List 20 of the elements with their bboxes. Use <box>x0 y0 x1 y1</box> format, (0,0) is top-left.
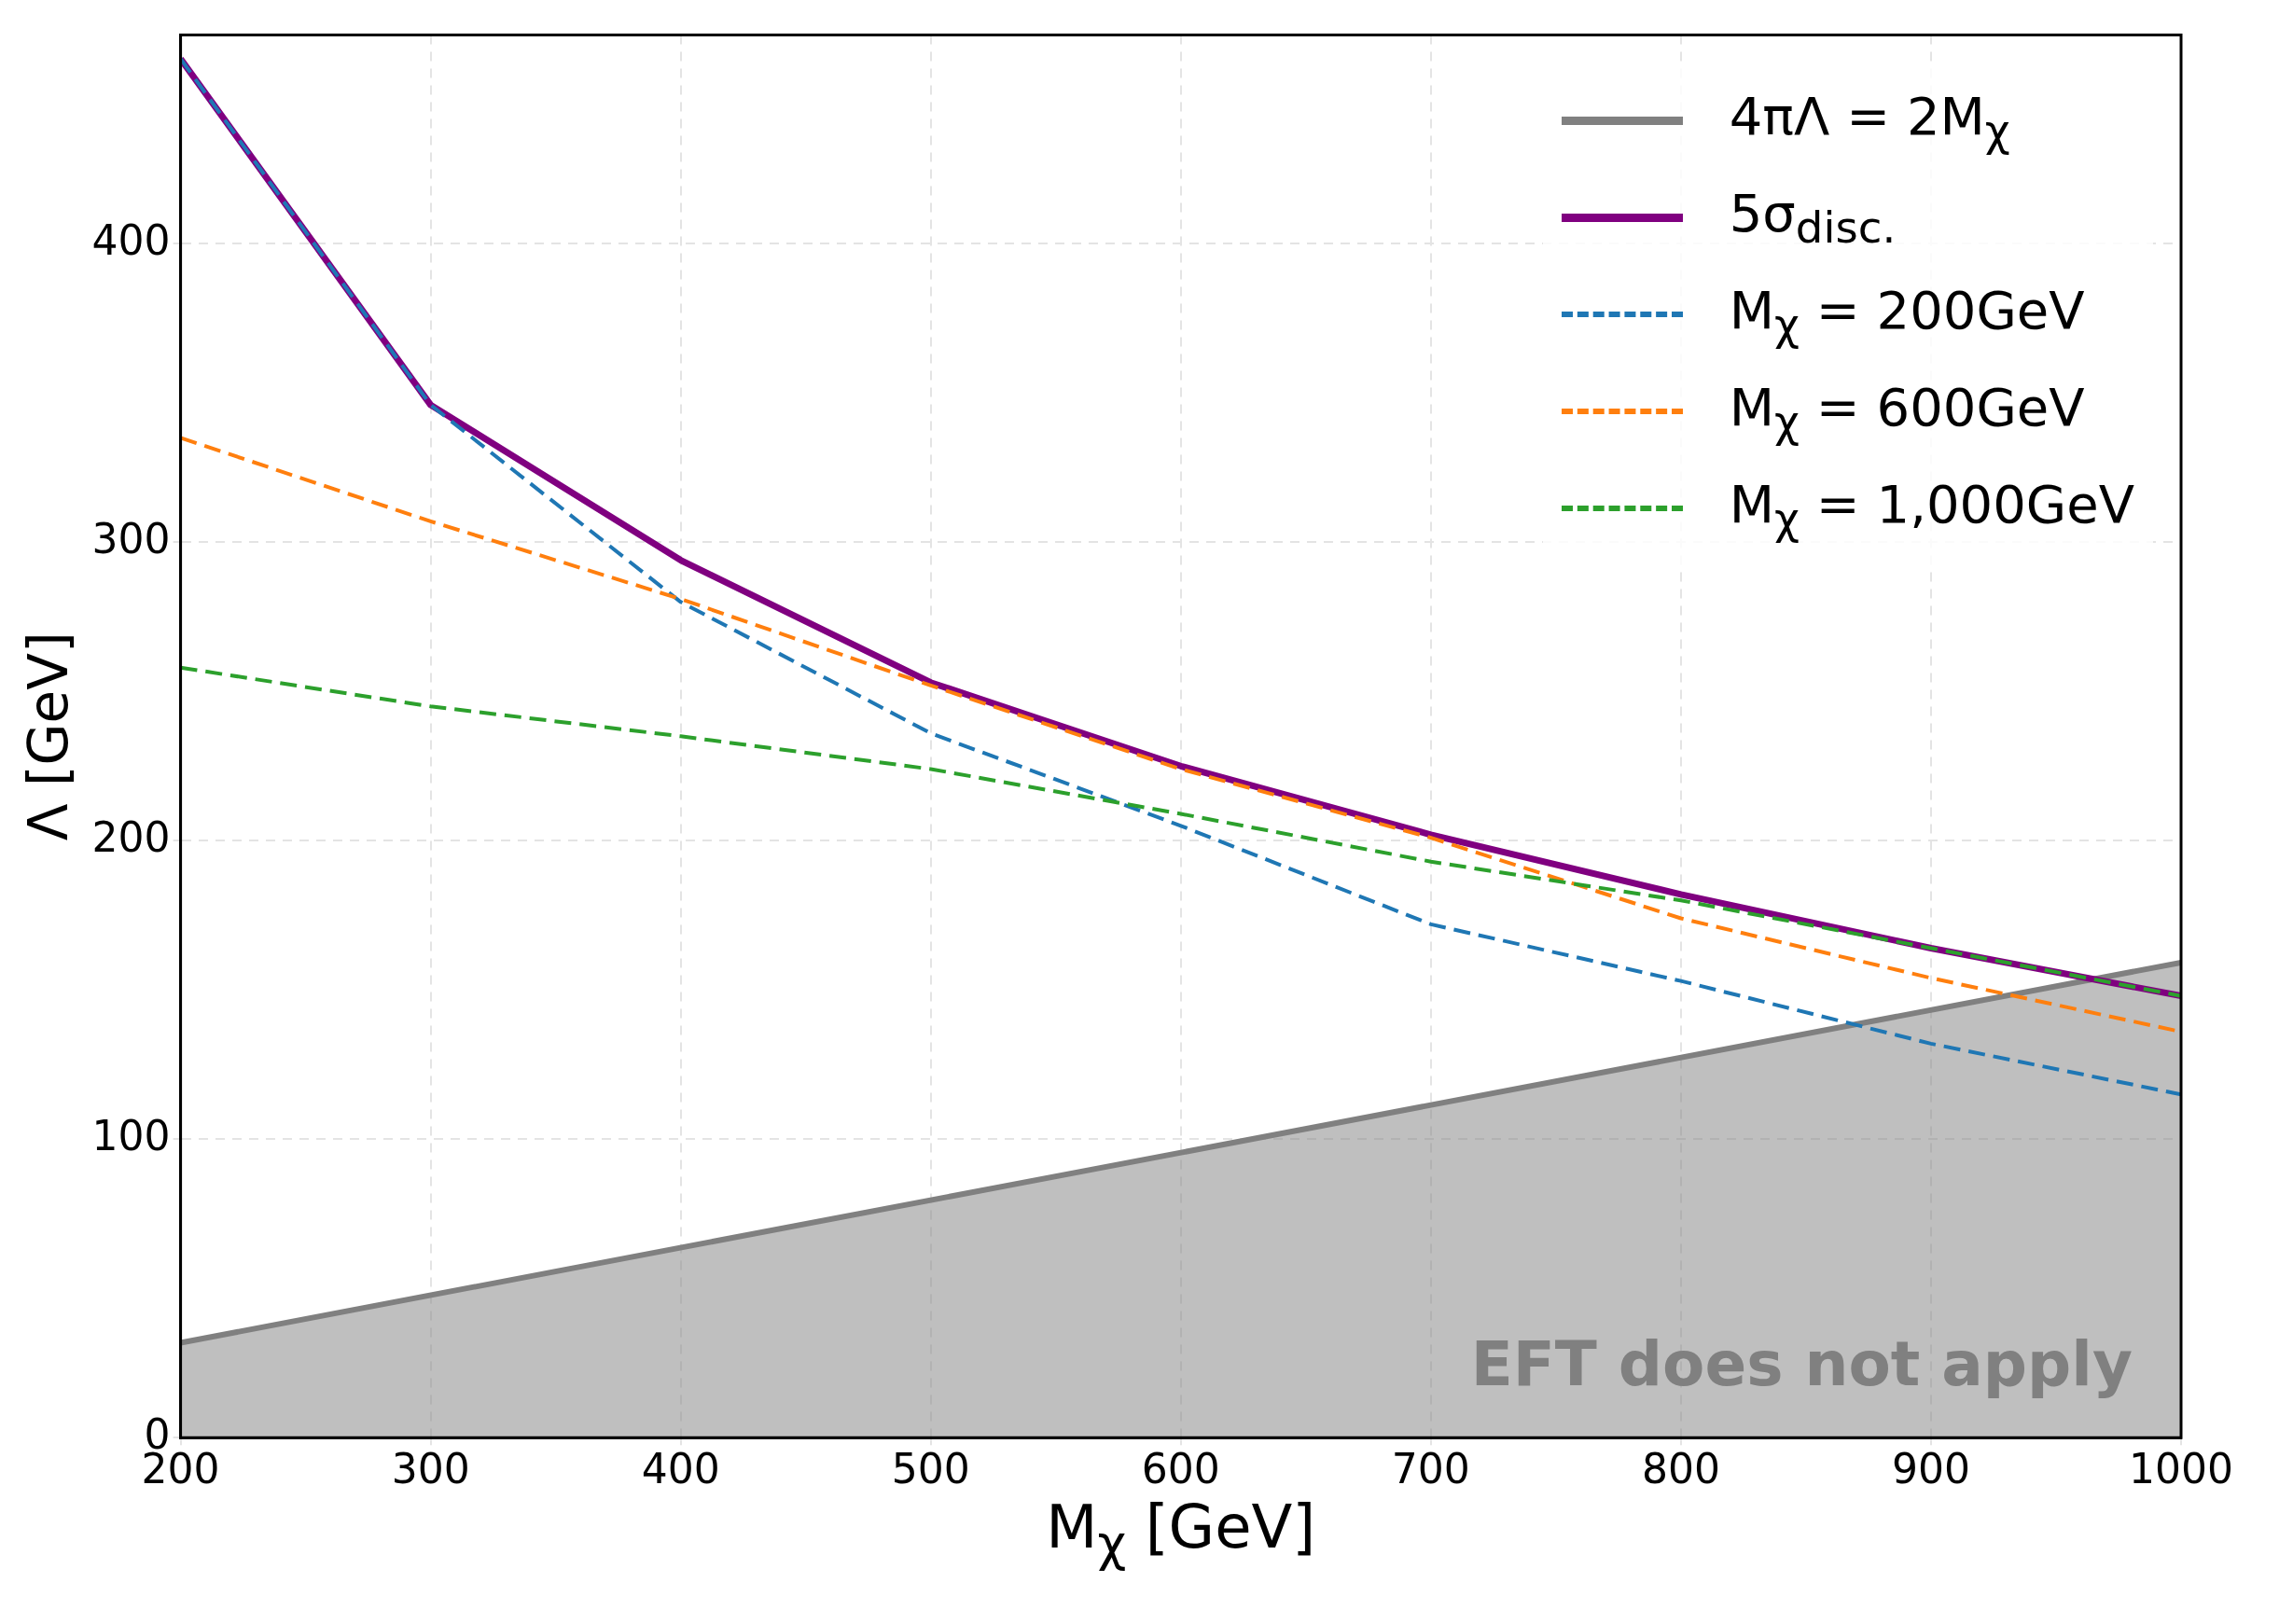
y-tick-label: 300 <box>91 514 171 562</box>
x-tick-label: 900 <box>1891 1445 1970 1493</box>
x-tick-label: 300 <box>391 1445 470 1493</box>
x-axis-title: M$_{χ}$ [GeV] <box>1045 1492 1317 1573</box>
y-axis-title: Λ [GeV] <box>16 632 80 841</box>
legend-label: M$_{χ}$ = 200GeV <box>1729 279 2085 350</box>
y-tick-label: 200 <box>91 812 171 861</box>
x-tick-label: 500 <box>891 1445 970 1493</box>
x-tick-label: 400 <box>641 1445 720 1493</box>
legend-label: M$_{χ}$ = 600GeV <box>1729 376 2085 447</box>
y-tick-label: 400 <box>91 215 171 264</box>
x-tick-label: 1000 <box>2129 1445 2233 1493</box>
x-tick-label: 800 <box>1641 1445 1720 1493</box>
y-tick-label: 100 <box>91 1111 171 1159</box>
legend-label: 4πΛ = 2M$_{χ}$ <box>1729 85 2010 156</box>
legend-label: 5σ$_{disc.}$ <box>1729 182 1897 253</box>
x-tick-label: 600 <box>1141 1445 1220 1493</box>
legend-label: M$_{χ}$ = 1,000GeV <box>1729 473 2134 544</box>
x-tick-label: 700 <box>1391 1445 1470 1493</box>
annotation: EFT does not apply <box>1470 1328 2133 1401</box>
